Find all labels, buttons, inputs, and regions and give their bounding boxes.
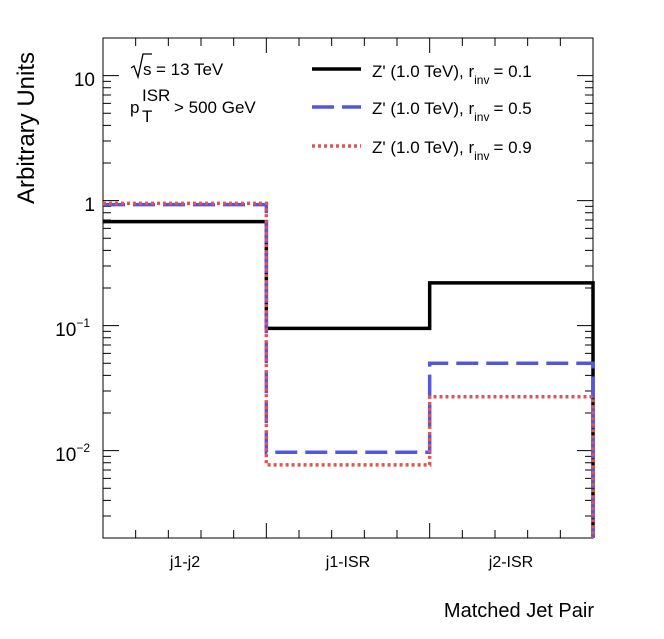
- x-axis-ticks: [102, 38, 594, 538]
- x-category-label-3: j2-ISR: [488, 554, 533, 571]
- legend-label-3-name: Z' (1.0 TeV), r: [372, 138, 474, 157]
- y-tick-label-0.1-base: 10: [55, 320, 76, 341]
- energy-s: s: [143, 60, 152, 79]
- legend-label-2-sub: inv: [474, 110, 489, 124]
- legend-label-2: Z' (1.0 TeV), rinv = 0.5: [372, 99, 532, 124]
- legend-label-1-name: Z' (1.0 TeV), r: [372, 62, 474, 81]
- pt-cut: > 500 GeV: [174, 98, 256, 117]
- series-lines: [103, 201, 595, 538]
- y-tick-label-0.1: 10−1: [55, 316, 90, 341]
- legend-label-3-sub: inv: [474, 149, 489, 163]
- series-line-1: [103, 219, 595, 538]
- legend-label-2-name: Z' (1.0 TeV), r: [372, 99, 474, 118]
- y-tick-label-0.01-exp: −2: [76, 441, 90, 455]
- pt-annotation: p ISR T > 500 GeV: [130, 86, 256, 126]
- y-tick-label-1: 1: [84, 195, 95, 216]
- pt-sup: ISR: [142, 86, 170, 105]
- legend-label-2-suffix: = 0.5: [493, 99, 531, 118]
- sqrt-icon: [130, 53, 152, 80]
- energy-value: = 13 TeV: [156, 60, 224, 79]
- series-line-3: [103, 201, 595, 538]
- legend-label-1-suffix: = 0.1: [493, 62, 531, 81]
- y-tick-label-0.01-base: 10: [55, 445, 76, 466]
- pt-sub: T: [142, 107, 152, 126]
- legend: Z' (1.0 TeV), rinv = 0.1 Z' (1.0 TeV), ri…: [312, 62, 532, 163]
- y-tick-label-0.01: 10−2: [55, 441, 90, 466]
- series-line-2: [103, 202, 595, 538]
- pt-symbol: p: [130, 98, 139, 117]
- legend-label-3: Z' (1.0 TeV), rinv = 0.9: [372, 138, 532, 163]
- legend-label-3-suffix: = 0.9: [493, 138, 531, 157]
- x-axis-title: Matched Jet Pair: [444, 600, 594, 622]
- legend-label-1: Z' (1.0 TeV), rinv = 0.1: [372, 62, 532, 87]
- y-tick-label-10: 10: [74, 70, 95, 91]
- y-axis-title: Arbitrary Units: [13, 52, 40, 204]
- energy-annotation: s = 13 TeV: [130, 53, 224, 80]
- x-category-label-2: j1-ISR: [325, 554, 370, 571]
- x-category-label-1: j1-j2: [169, 554, 200, 571]
- legend-label-1-sub: inv: [474, 73, 489, 87]
- y-tick-label-0.1-exp: −1: [76, 316, 90, 330]
